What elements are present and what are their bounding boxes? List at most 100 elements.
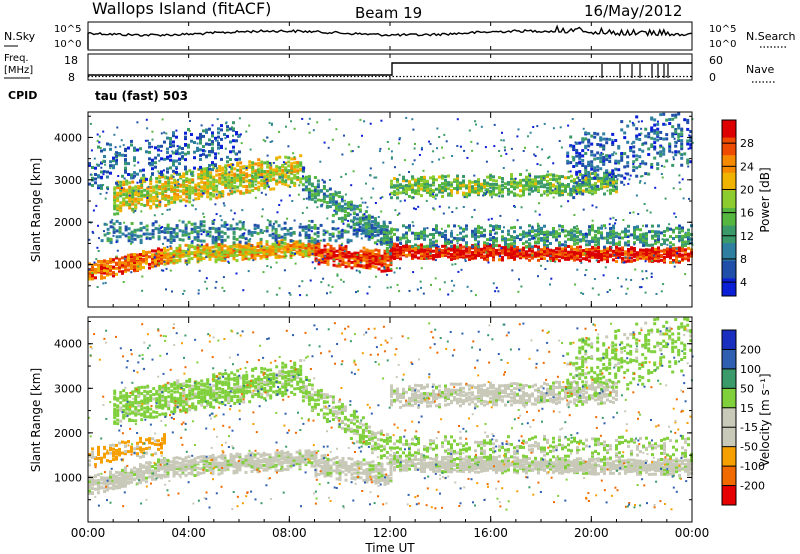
heatmap-cell — [623, 183, 626, 186]
heatmap-cell — [88, 163, 91, 167]
heatmap-cell — [603, 224, 606, 228]
heatmap-cell — [157, 153, 160, 157]
heatmap-cell — [221, 242, 224, 245]
heatmap-cell — [501, 248, 504, 252]
heatmap-cell — [645, 277, 648, 280]
heatmap-cell — [513, 192, 516, 196]
heatmap-cell — [182, 184, 186, 188]
heatmap-cell — [200, 171, 204, 175]
heatmap-cell — [166, 170, 169, 174]
heatmap-cell — [603, 192, 606, 196]
heatmap-cell — [196, 257, 200, 261]
heatmap-cell — [211, 162, 214, 166]
heatmap-cell — [659, 144, 663, 148]
heatmap-cell — [411, 183, 414, 187]
heatmap-cell — [175, 252, 179, 256]
heatmap-cell — [324, 255, 327, 258]
heatmap-cell — [561, 184, 564, 188]
heatmap-cell — [244, 247, 248, 251]
heatmap-cell — [570, 235, 573, 239]
heatmap-cell — [624, 243, 627, 247]
heatmap-cell — [450, 184, 453, 188]
heatmap-cell — [158, 224, 161, 227]
heatmap-cell — [552, 183, 555, 187]
heatmap-cell — [588, 254, 591, 258]
heatmap-cell — [311, 261, 314, 264]
cpid-label: CPID — [8, 89, 37, 102]
heatmap-cell — [447, 255, 450, 259]
freq-tick-low: 8 — [68, 71, 75, 84]
heatmap-cell — [651, 243, 654, 247]
heatmap-cell — [422, 292, 425, 295]
heatmap-cell — [668, 118, 672, 121]
heatmap-cell — [678, 231, 681, 235]
heatmap-cell — [576, 235, 579, 239]
heatmap-cell — [143, 178, 147, 182]
heatmap-cell — [158, 203, 162, 206]
heatmap-cell — [325, 204, 329, 208]
heatmap-cell — [447, 183, 450, 187]
heatmap-cell — [451, 211, 454, 213]
heatmap-cell — [486, 258, 489, 262]
heatmap-cell — [579, 259, 582, 263]
heatmap-cell — [564, 188, 567, 192]
heatmap-cell — [480, 186, 483, 190]
heatmap-cell — [290, 181, 294, 185]
heatmap-cell — [645, 257, 648, 261]
heatmap-cell — [343, 216, 347, 220]
heatmap-cell — [587, 138, 591, 142]
heatmap-cell — [137, 193, 141, 197]
heatmap-cell — [190, 227, 194, 231]
heatmap-cell — [244, 256, 248, 260]
heatmap-cell — [618, 240, 621, 244]
heatmap-cell — [329, 244, 333, 248]
heatmap-cell — [383, 266, 386, 269]
heatmap-cell — [620, 180, 624, 184]
heatmap-cell — [468, 257, 471, 261]
heatmap-cell — [510, 242, 513, 246]
heatmap-cell — [113, 186, 117, 190]
heatmap-cell — [221, 166, 225, 170]
heatmap-cell — [127, 232, 131, 236]
heatmap-cell — [160, 269, 163, 272]
heatmap-cell — [549, 260, 552, 263]
nave-spikes — [601, 64, 669, 78]
heatmap-cell — [618, 247, 621, 251]
heatmap-cell — [139, 147, 142, 151]
heatmap-cell — [232, 145, 235, 149]
heatmap-cell — [331, 232, 335, 236]
heatmap-cell — [642, 235, 645, 239]
heatmap-cell — [320, 250, 324, 254]
heatmap-cell — [672, 187, 675, 190]
heatmap-cell — [202, 134, 205, 138]
heatmap-cell — [218, 178, 222, 182]
heatmap-cell — [139, 238, 143, 242]
heatmap-cell — [591, 255, 594, 259]
heatmap-cell — [465, 224, 468, 228]
heatmap-cell — [376, 221, 380, 225]
heatmap-cell — [590, 163, 594, 167]
heatmap-cell — [346, 224, 350, 228]
heatmap-cell — [316, 231, 320, 235]
heatmap-cell — [474, 180, 477, 184]
heatmap-cell — [263, 161, 267, 165]
heatmap-cell — [359, 118, 362, 121]
heatmap-cell — [582, 292, 585, 295]
heatmap-cell — [585, 249, 588, 253]
heatmap-cell — [280, 241, 284, 244]
heatmap-cell — [106, 188, 109, 191]
heatmap-cell — [212, 193, 216, 197]
heatmap-cell — [402, 190, 405, 194]
heatmap-cell — [373, 234, 377, 238]
heatmap-cell — [638, 138, 642, 141]
heatmap-cell — [438, 189, 441, 192]
heatmap-cell — [629, 120, 631, 123]
heatmap-cell — [597, 176, 600, 180]
heatmap-cell — [572, 158, 576, 162]
heatmap-cell — [659, 152, 663, 156]
heatmap-cell — [91, 184, 94, 187]
heatmap-cell — [214, 286, 217, 289]
heatmap-cell — [332, 247, 336, 251]
heatmap-cell — [368, 285, 371, 288]
heatmap-cell — [224, 178, 228, 182]
